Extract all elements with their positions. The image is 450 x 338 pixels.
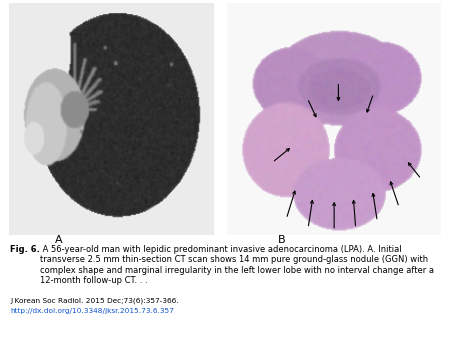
Text: A: A	[55, 235, 62, 245]
Text: A 56-year-old man with lepidic predominant invasive adenocarcinoma (LPA). A. Ini: A 56-year-old man with lepidic predomina…	[40, 245, 435, 285]
Text: B: B	[278, 235, 285, 245]
Text: J Korean Soc Radiol. 2015 Dec;73(6):357-366.: J Korean Soc Radiol. 2015 Dec;73(6):357-…	[10, 297, 179, 304]
Text: http://dx.doi.org/10.3348/jksr.2015.73.6.357: http://dx.doi.org/10.3348/jksr.2015.73.6…	[10, 308, 174, 314]
Text: Fig. 6.: Fig. 6.	[10, 245, 40, 254]
